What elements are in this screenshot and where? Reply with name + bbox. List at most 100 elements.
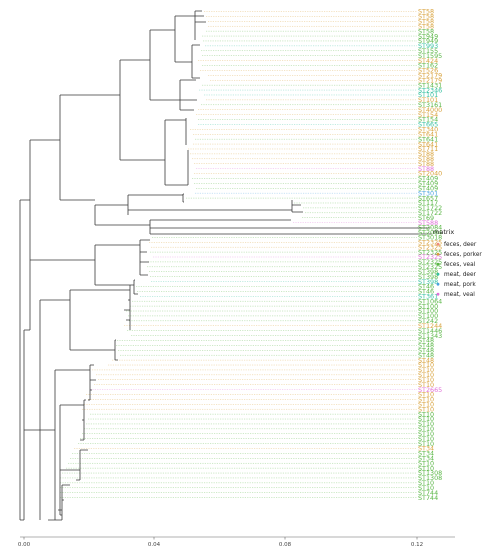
tip-label: ST10 — [418, 464, 434, 472]
tip-label: ST1244 — [418, 322, 442, 330]
tip-label: ST58 — [418, 8, 434, 16]
tip-label: ST48 — [418, 337, 434, 345]
tip-label: ST1722 — [418, 204, 442, 212]
tip-label: ST10 — [418, 405, 434, 413]
tip-label: ST100 — [418, 312, 438, 320]
tip-label: ST58 — [418, 13, 434, 21]
tip-label: ST1431 — [418, 81, 442, 89]
tip-label: ST10 — [418, 376, 434, 384]
tip-label: ST48 — [418, 342, 434, 350]
tip-label: ST340 — [418, 126, 438, 134]
tip-label: ST424 — [418, 57, 438, 65]
x-axis-tick-label: 0.08 — [279, 542, 292, 548]
tip-label: ST1343 — [418, 332, 442, 340]
tip-labels: ST58ST58ST58ST58ST58ST949ST949ST993ST155… — [418, 8, 442, 502]
legend-swatch — [436, 292, 440, 296]
tip-label: ST88 — [418, 155, 434, 163]
tip-label: ST1722 — [418, 209, 442, 217]
tip-label: ST34 — [418, 450, 434, 458]
x-axis-tick-label: 0.12 — [411, 542, 423, 548]
tip-label: ST10 — [418, 435, 434, 443]
tip-label: ST10 — [418, 430, 434, 438]
tip-label: ST10 — [418, 415, 434, 423]
legend-label: meat, deer — [444, 272, 477, 278]
tip-label: ST744 — [418, 489, 438, 497]
tip-label: ST993 — [418, 42, 438, 50]
tree-branch-paths — [19, 10, 432, 521]
tip-label: ST409 — [418, 180, 438, 188]
tip-label: ST58 — [418, 27, 434, 35]
tip-guide-lines — [60, 11, 434, 498]
tip-label: ST88 — [418, 150, 434, 158]
tip-label: ST242 — [418, 317, 438, 325]
tip-label: ST10 — [418, 396, 434, 404]
legend-swatch — [436, 252, 440, 256]
tip-label: ST100 — [418, 307, 438, 315]
tip-label: ST58 — [418, 22, 434, 30]
tip-label: ST154 — [418, 116, 438, 124]
tip-label: ST588 — [418, 219, 438, 227]
tip-label: ST2325 — [418, 263, 442, 271]
tip-label: ST301 — [418, 189, 438, 197]
legend-swatch — [436, 242, 440, 246]
legend-swatch — [436, 262, 440, 266]
tip-label: ST155 — [418, 47, 438, 55]
tip-label: ST744 — [418, 494, 438, 502]
tip-label: ST3018 — [418, 234, 442, 242]
tip-label: ST711 — [418, 145, 438, 153]
tip-label: ST10 — [418, 391, 434, 399]
tip-label: ST58 — [418, 18, 434, 26]
tip-label: ST69 — [418, 214, 434, 222]
tip-label: ST3161 — [418, 101, 442, 109]
tip-label: ST398 — [418, 278, 438, 286]
tip-label: ST398 — [418, 268, 438, 276]
legend: matrix feces, deer feces, porker feces, ve… — [433, 228, 482, 298]
legend-label: feces, deer — [444, 242, 477, 248]
tip-label: ST10 — [418, 371, 434, 379]
tip-label: ST101 — [418, 96, 438, 104]
tip-label: ST2665 — [418, 386, 442, 394]
tip-label: ST117 — [418, 199, 438, 207]
legend-title: matrix — [433, 228, 454, 236]
tip-label: ST1308 — [418, 474, 442, 482]
tip-label: ST10 — [418, 459, 434, 467]
tree-branches — [19, 10, 432, 521]
tip-label: ST46 — [418, 283, 434, 291]
tip-label: ST34 — [418, 455, 434, 463]
x-axis-tick-label: 0.00 — [18, 542, 31, 548]
legend-swatch — [436, 272, 440, 276]
tip-label: ST526 — [418, 67, 438, 75]
tip-label: ST2084 — [418, 224, 442, 232]
tip-label: ST361 — [418, 292, 438, 300]
tip-label: ST10 — [418, 425, 434, 433]
tip-label: ST2325 — [418, 253, 442, 261]
tip-label: ST10 — [418, 420, 434, 428]
tip-label: ST641 — [418, 130, 438, 138]
tip-label: ST949 — [418, 32, 438, 40]
tip-label: ST34 — [418, 445, 434, 453]
tip-label: ST409 — [418, 184, 438, 192]
tip-label: ST2325 — [418, 248, 442, 256]
tip-label: ST2179 — [418, 72, 442, 80]
tip-label: ST2179 — [418, 76, 442, 84]
legend-label: feces, porker — [444, 252, 482, 258]
tip-label: ST2325 — [418, 238, 442, 246]
tip-label: ST409 — [418, 175, 438, 183]
tip-label: ST1064 — [418, 297, 442, 305]
tip-label: ST2325 — [418, 258, 442, 266]
tip-label: ST48 — [418, 346, 434, 354]
legend-swatch — [436, 282, 440, 286]
legend-label: feces, veal — [444, 262, 476, 268]
tip-label: ST10 — [418, 440, 434, 448]
tip-label: ST162 — [418, 62, 438, 70]
x-axis-tick-label: 0.04 — [148, 542, 161, 548]
tip-label: ST2325 — [418, 243, 442, 251]
tip-label: ST48 — [418, 351, 434, 359]
tip-label: ST4000 — [418, 106, 442, 114]
tip-label: ST2346 — [418, 86, 442, 94]
tip-label: ST665 — [418, 121, 438, 129]
tip-label: ST949 — [418, 37, 438, 45]
tip-label: ST2084 — [418, 229, 442, 237]
tip-label: ST48 — [418, 356, 434, 364]
